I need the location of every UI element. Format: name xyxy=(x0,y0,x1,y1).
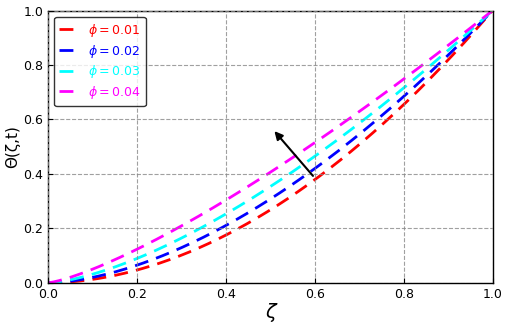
X-axis label: ζ: ζ xyxy=(265,303,276,322)
Y-axis label: Θ(ζ,t): Θ(ζ,t) xyxy=(6,125,20,168)
Legend: $\phi=0.01$, $\phi=0.02$, $\phi=0.03$, $\phi=0.04$: $\phi=0.01$, $\phi=0.02$, $\phi=0.03$, $… xyxy=(54,17,146,106)
